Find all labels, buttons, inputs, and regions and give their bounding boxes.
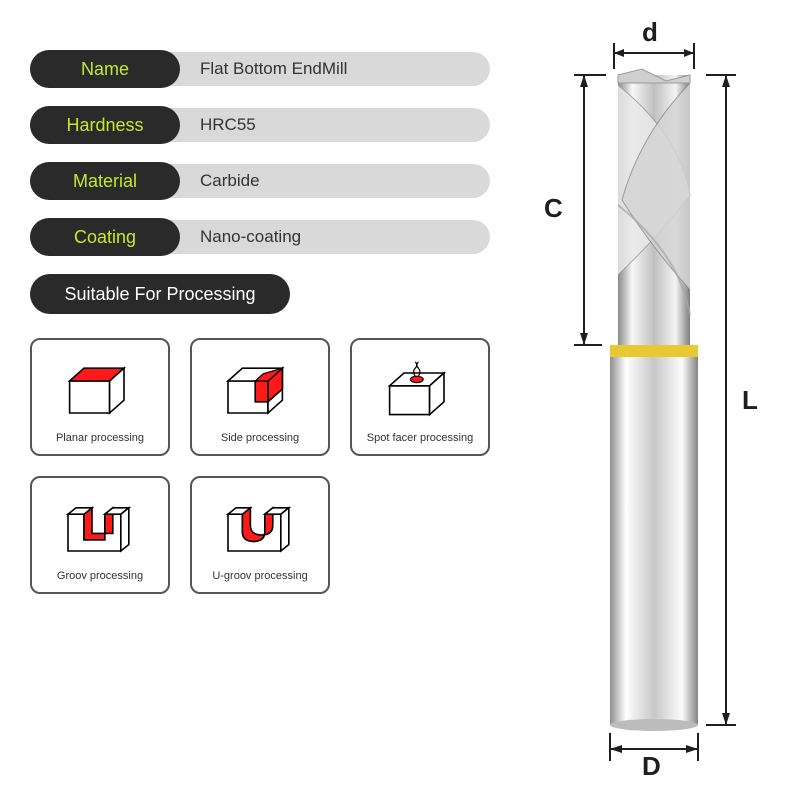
spec-value-material: Carbide [160,164,490,198]
proc-card-groove: Groov processing [30,476,170,594]
dim-label-C: C [544,193,563,224]
spec-label-coating: Coating [30,218,180,256]
proc-label-spotfacer: Spot facer processing [367,432,473,444]
ugroove-icon [220,492,300,562]
proc-label-planar: Planar processing [56,432,144,444]
spec-value-name: Flat Bottom EndMill [160,52,490,86]
spec-label-hardness: Hardness [30,106,180,144]
proc-card-planar: Planar processing [30,338,170,456]
processing-grid: Planar processing Side processing [30,338,490,594]
spec-value-coating: Nano-coating [160,220,490,254]
proc-label-ugroove: U-groov processing [212,570,307,582]
dim-label-D: D [642,751,661,782]
dim-label-d: d [642,17,658,48]
spec-value-hardness: HRC55 [160,108,490,142]
proc-card-ugroove: U-groov processing [190,476,330,594]
proc-card-side: Side processing [190,338,330,456]
proc-label-side: Side processing [221,432,299,444]
spotfacer-icon [380,354,460,424]
endmill-diagram: d C L D [530,25,780,775]
planar-icon [60,354,140,424]
spec-label-material: Material [30,162,180,200]
groove-icon [60,492,140,562]
proc-label-groove: Groov processing [57,570,143,582]
section-header-processing: Suitable For Processing [30,274,290,314]
proc-card-spotfacer: Spot facer processing [350,338,490,456]
side-icon [220,354,300,424]
dim-label-L: L [742,385,758,416]
spec-label-name: Name [30,50,180,88]
